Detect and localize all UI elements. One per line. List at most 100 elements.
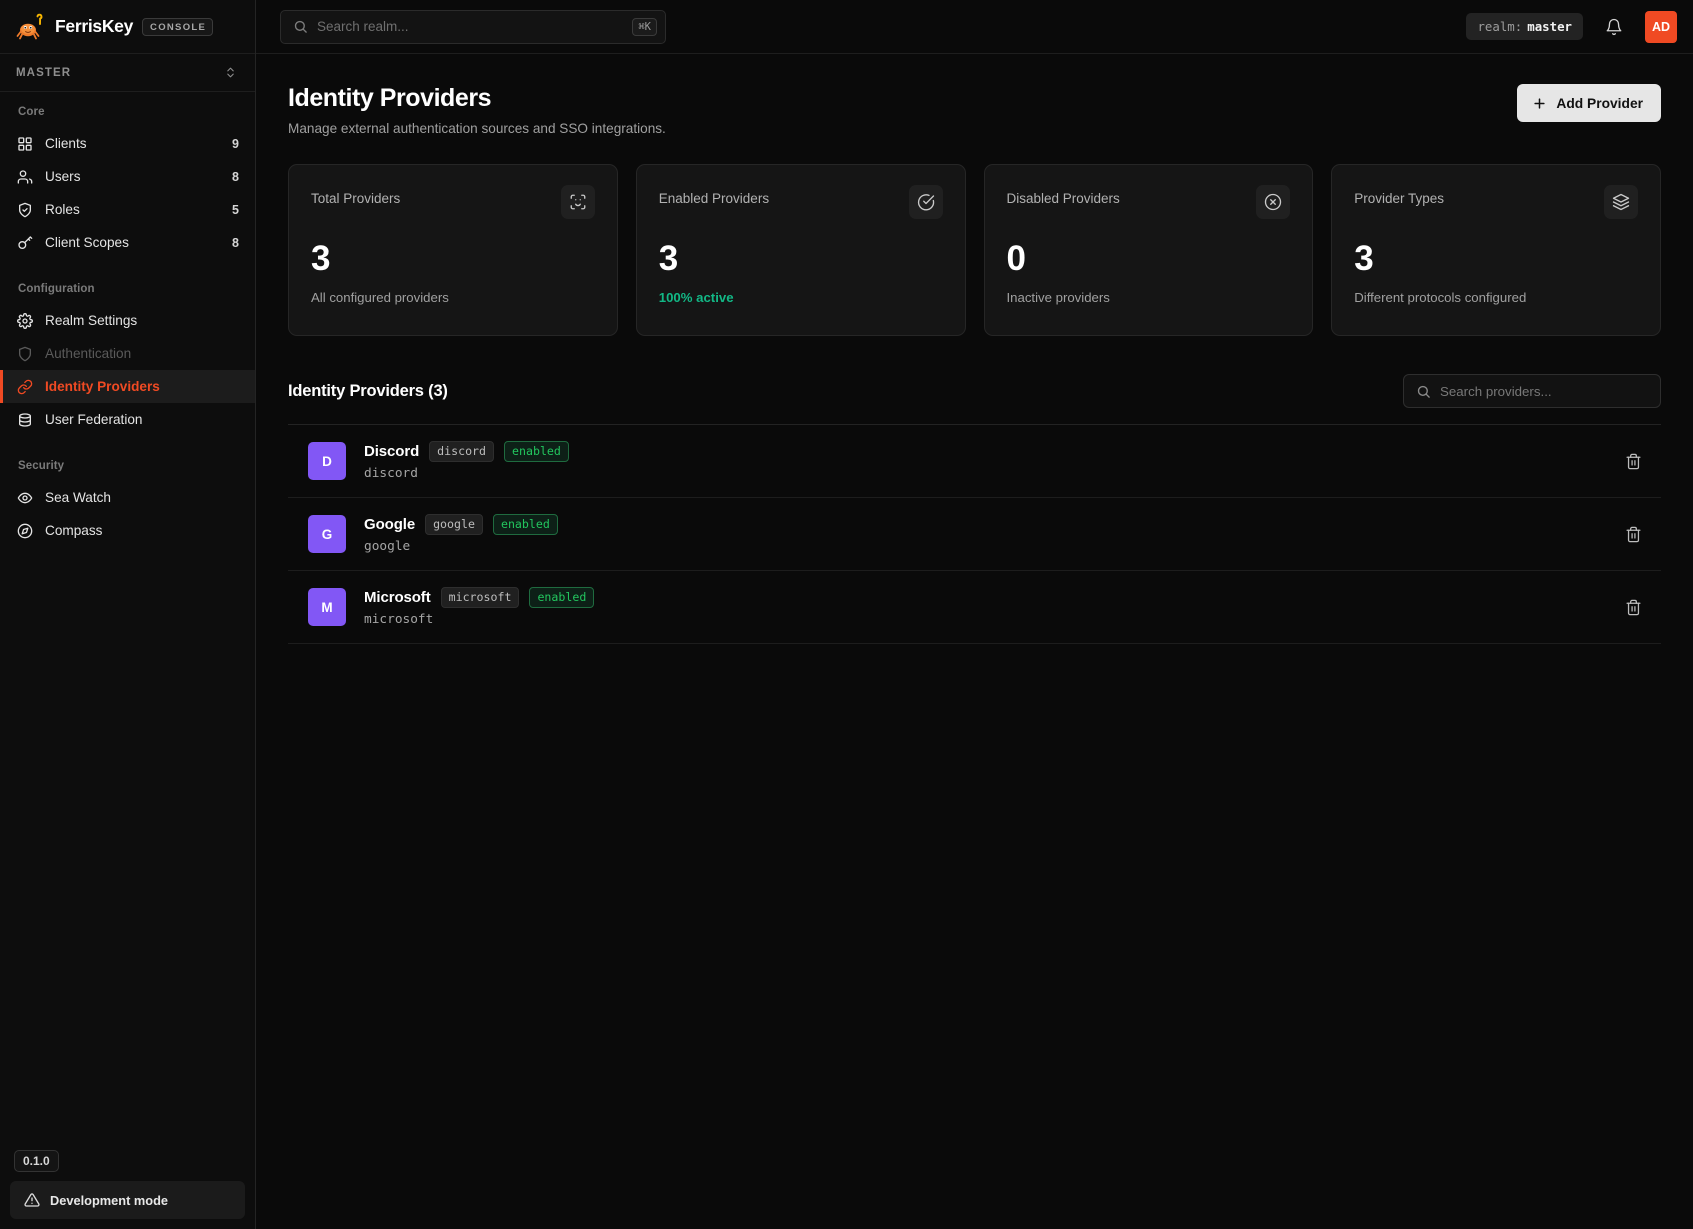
provider-avatar: D bbox=[308, 442, 346, 480]
provider-name: Discord bbox=[364, 443, 420, 460]
page-header: Identity Providers Manage external authe… bbox=[288, 84, 1661, 136]
sidebar-item-label: Identity Providers bbox=[45, 379, 160, 394]
sidebar-item-count: 9 bbox=[232, 136, 239, 151]
crab-logo-icon bbox=[16, 13, 46, 41]
sidebar: FerrisKey CONSOLE MASTER Core bbox=[0, 0, 256, 1229]
layers-icon bbox=[1604, 185, 1638, 219]
gear-icon bbox=[16, 312, 33, 329]
provider-row-google[interactable]: G Google google enabled google bbox=[288, 498, 1661, 571]
stat-footnote: Different protocols configured bbox=[1354, 290, 1527, 305]
main-area: ⌘K realm: master AD Identity Providers bbox=[256, 0, 1693, 1229]
sidebar-item-compass[interactable]: Compass bbox=[0, 514, 255, 547]
stat-card-top: Provider Types bbox=[1354, 185, 1638, 219]
notifications-button[interactable] bbox=[1597, 10, 1631, 44]
provider-status-badge: enabled bbox=[504, 441, 569, 462]
stat-footnote: 100% active bbox=[658, 290, 734, 305]
search-input[interactable] bbox=[317, 19, 624, 34]
stat-card-enabled-providers: Enabled Providers 3 100% active bbox=[635, 164, 966, 336]
sidebar-item-count: 8 bbox=[232, 169, 239, 184]
stat-card-top: Disabled Providers bbox=[1007, 185, 1291, 219]
chevron-up-down-icon bbox=[224, 66, 237, 79]
delete-provider-button[interactable] bbox=[1617, 445, 1649, 477]
sidebar-item-roles[interactable]: Roles 5 bbox=[0, 193, 255, 226]
user-avatar[interactable]: AD bbox=[1645, 10, 1677, 43]
provider-avatar: M bbox=[308, 588, 346, 626]
provider-list-title: Identity Providers (3) bbox=[288, 381, 448, 400]
provider-row-discord[interactable]: D Discord discord enabled discord bbox=[288, 425, 1661, 498]
stat-card-top: Total Providers bbox=[311, 185, 595, 219]
provider-info: Microsoft microsoft enabled microsoft bbox=[364, 587, 1599, 627]
provider-search-input[interactable] bbox=[1440, 383, 1648, 399]
trash-icon bbox=[1625, 453, 1642, 470]
provider-title-line: Discord discord enabled bbox=[364, 441, 1599, 462]
nav-section-title-configuration: Configuration bbox=[18, 283, 95, 295]
stat-label: Disabled Providers bbox=[1006, 191, 1120, 206]
circle-x-icon bbox=[1256, 185, 1291, 219]
stat-label: Total Providers bbox=[311, 191, 401, 206]
sidebar-item-identity-providers[interactable]: Identity Providers bbox=[0, 370, 255, 403]
sidebar-item-authentication[interactable]: Authentication bbox=[0, 337, 255, 370]
development-mode-banner: Development mode bbox=[10, 1181, 245, 1219]
stat-card-total-providers: Total Providers 3 All configured provide… bbox=[288, 164, 618, 336]
console-badge: CONSOLE bbox=[142, 17, 214, 36]
page-content: Identity Providers Manage external authe… bbox=[256, 54, 1693, 1229]
current-realm-pill[interactable]: realm: master bbox=[1466, 13, 1583, 40]
provider-search[interactable] bbox=[1403, 374, 1661, 408]
nav-group-configuration: Configuration Realm Settings bbox=[0, 283, 255, 436]
provider-status-badge: enabled bbox=[529, 587, 595, 608]
shield-icon bbox=[16, 345, 33, 362]
sidebar-item-count: 5 bbox=[232, 202, 239, 217]
add-provider-button[interactable]: Add Provider bbox=[1517, 84, 1661, 122]
sidebar-item-label: Authentication bbox=[45, 346, 132, 361]
realm-search[interactable]: ⌘K bbox=[280, 9, 666, 44]
provider-info: Discord discord enabled discord bbox=[364, 441, 1599, 481]
stat-value: 3 bbox=[1354, 239, 1374, 278]
sidebar-item-label: Roles bbox=[45, 202, 80, 217]
provider-type-chip: microsoft bbox=[440, 587, 520, 608]
provider-slug: microsoft bbox=[364, 612, 434, 627]
brand-name: FerrisKey bbox=[55, 16, 134, 36]
provider-slug: discord bbox=[364, 466, 418, 481]
stats-cards: Total Providers 3 All configured provide… bbox=[288, 164, 1661, 336]
delete-provider-button[interactable] bbox=[1617, 518, 1649, 550]
realm-switcher[interactable]: MASTER bbox=[0, 54, 255, 92]
delete-provider-button[interactable] bbox=[1617, 591, 1649, 623]
provider-name: Microsoft bbox=[364, 589, 431, 606]
stat-card-provider-types: Provider Types 3 Different protocols con… bbox=[1331, 164, 1661, 336]
sidebar-item-label: Realm Settings bbox=[45, 313, 138, 328]
sidebar-item-users[interactable]: Users 8 bbox=[0, 160, 255, 193]
nav-group-core: Core Clients 9 bbox=[0, 106, 255, 259]
sidebar-item-client-scopes[interactable]: Client Scopes 8 bbox=[0, 226, 255, 259]
nav-group-security: Security Sea Watch bbox=[0, 460, 255, 547]
stat-footnote: Inactive providers bbox=[1006, 290, 1110, 305]
sidebar-item-realm-settings[interactable]: Realm Settings bbox=[0, 304, 255, 337]
provider-name: Google bbox=[364, 516, 416, 533]
stat-label: Enabled Providers bbox=[658, 191, 770, 206]
stat-label: Provider Types bbox=[1354, 191, 1445, 206]
stat-card-disabled-providers: Disabled Providers 0 Inactive providers bbox=[983, 164, 1314, 336]
add-provider-label: Add Provider bbox=[1556, 95, 1643, 111]
version-badge: 0.1.0 bbox=[14, 1150, 59, 1172]
sidebar-item-label: Sea Watch bbox=[45, 490, 111, 505]
plus-icon bbox=[1532, 96, 1547, 111]
provider-avatar: G bbox=[308, 515, 346, 553]
search-icon bbox=[1416, 384, 1431, 399]
provider-status-badge: enabled bbox=[492, 514, 558, 535]
page-title: Identity Providers bbox=[288, 84, 492, 112]
sidebar-item-label: User Federation bbox=[45, 412, 143, 427]
provider-info: Google google enabled google bbox=[364, 514, 1599, 554]
sidebar-item-count: 8 bbox=[232, 235, 239, 250]
search-shortcut-badge: ⌘K bbox=[632, 17, 657, 36]
provider-list-header: Identity Providers (3) bbox=[288, 374, 1661, 408]
sidebar-item-user-federation[interactable]: User Federation bbox=[0, 403, 255, 436]
provider-title-line: Microsoft microsoft enabled bbox=[364, 587, 1599, 608]
page-subtitle: Manage external authentication sources a… bbox=[288, 121, 666, 136]
sidebar-item-sea-watch[interactable]: Sea Watch bbox=[0, 481, 255, 514]
realm-pill-key: realm: bbox=[1477, 19, 1523, 34]
sidebar-item-label: Clients bbox=[45, 136, 87, 151]
scan-face-icon bbox=[560, 185, 595, 219]
stat-value: 3 bbox=[311, 239, 330, 278]
sidebar-item-clients[interactable]: Clients 9 bbox=[0, 127, 255, 160]
provider-row-microsoft[interactable]: M Microsoft microsoft enabled microsoft bbox=[288, 571, 1661, 644]
circle-check-icon bbox=[908, 185, 943, 219]
